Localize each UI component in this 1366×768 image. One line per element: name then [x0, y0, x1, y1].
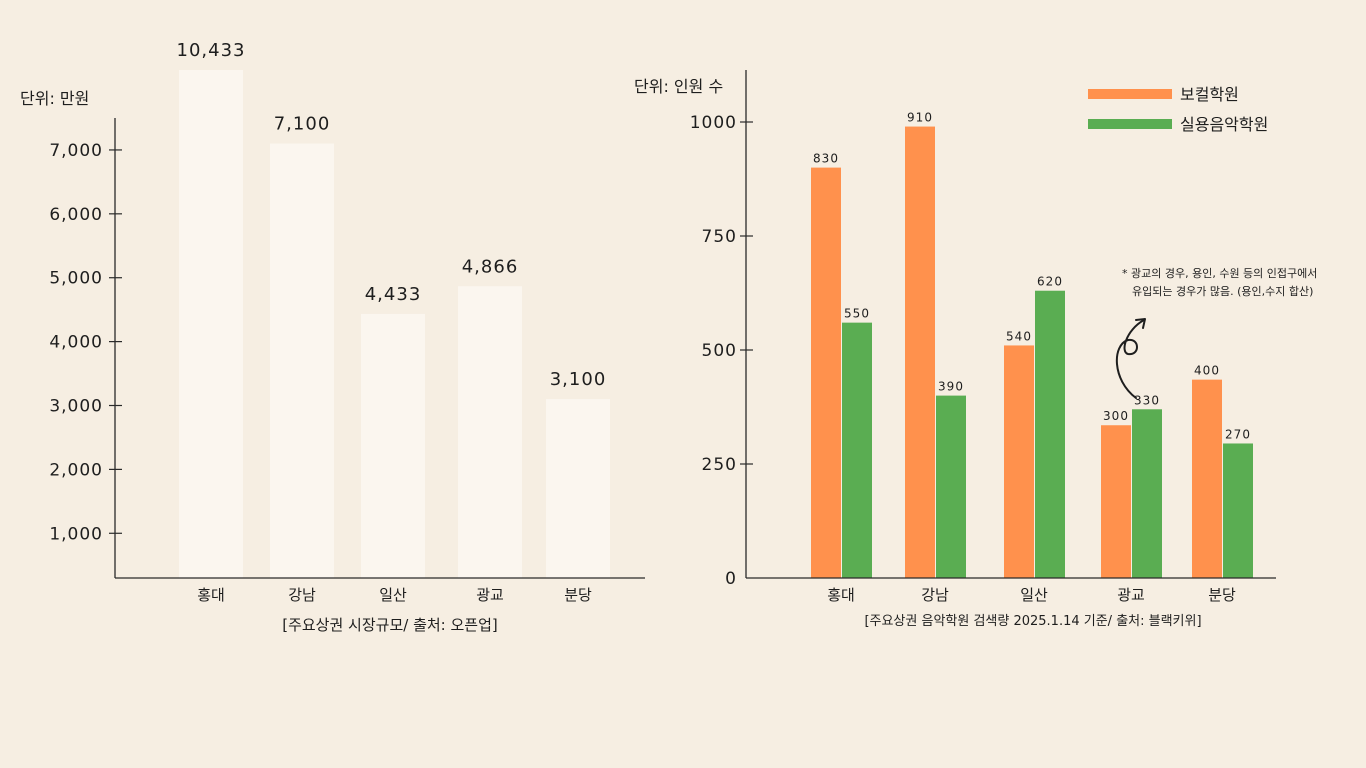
bar-보컬학원-홍대: [811, 167, 841, 578]
x-tick-label: 홍대: [827, 586, 855, 604]
bar-보컬학원-강남: [905, 126, 935, 578]
bar-실용음악학원-일산: [1035, 290, 1065, 578]
bar-보컬학원-일산: [1004, 345, 1034, 578]
y-tick-label: 1000: [690, 113, 737, 133]
bar-홍대: [179, 70, 243, 578]
legend-label-practical: 실용음악학원: [1180, 115, 1268, 134]
data-label: 550: [844, 307, 870, 321]
unit-label: 단위: 만원: [20, 89, 89, 108]
y-tick-label: 7,000: [49, 141, 103, 161]
bar-광교: [458, 286, 522, 578]
x-tick-label: 분당: [1208, 586, 1236, 604]
legend: 보컬학원 실용음악학원: [1088, 85, 1268, 134]
x-tick-label: 강남: [921, 586, 949, 604]
data-label: 910: [907, 111, 933, 125]
data-label: 7,100: [274, 114, 331, 135]
y-tick-label: 250: [702, 455, 737, 475]
data-label: 3,100: [550, 369, 607, 390]
chart-caption: [주요상권 음악학원 검색량 2025.1.14 기준/ 출처: 블랙키위]: [864, 614, 1201, 629]
data-label: 390: [938, 380, 964, 394]
data-label: 4,433: [365, 284, 422, 305]
bar-분당: [546, 399, 610, 578]
data-label: 400: [1194, 364, 1220, 378]
y-tick-label: 5,000: [49, 269, 103, 289]
bar-실용음악학원-분당: [1223, 443, 1253, 578]
data-label: 830: [813, 152, 839, 166]
bar-일산: [361, 313, 425, 578]
x-tick-label: 홍대: [197, 586, 225, 604]
data-label: 10,433: [177, 40, 246, 61]
annotation-arrow: [1115, 319, 1145, 399]
x-tick-label: 광교: [1117, 586, 1145, 604]
search-volume-chart: 단위: 인원 수 830910540300400550390620330270 …: [634, 70, 1317, 629]
data-label: 300: [1103, 409, 1129, 423]
bar-보컬학원-분당: [1192, 379, 1222, 578]
legend-label-vocal: 보컬학원: [1180, 85, 1239, 104]
chart-caption: [주요상권 시장규모/ 출처: 오픈업]: [282, 616, 498, 634]
y-tick-label: 2,000: [49, 460, 103, 480]
data-label: 620: [1037, 275, 1063, 289]
market-size-chart: 단위: 만원 10,433 7,100 4,433 4,866 3,100 1,000 2…: [20, 40, 645, 634]
bar-실용음악학원-강남: [936, 395, 966, 578]
annotation-line-1: * 광교의 경우, 용인, 수원 등의 인접구에서: [1122, 267, 1317, 280]
annotation-arrow-head: [1135, 318, 1146, 329]
y-tick-label: 750: [702, 227, 737, 247]
legend-swatch-vocal: [1088, 89, 1172, 99]
data-label: 4,866: [462, 256, 519, 277]
x-tick-label: 분당: [564, 586, 592, 604]
data-label: 540: [1006, 329, 1032, 343]
x-tick-label: 광교: [476, 586, 504, 604]
bar-강남: [270, 143, 334, 579]
x-tick-label: 강남: [288, 586, 316, 604]
annotation-line-2: 유입되는 경우가 많음. (용인,수지 합산): [1132, 285, 1313, 298]
y-tick-label: 500: [702, 341, 737, 361]
y-tick-label: 1,000: [49, 524, 103, 544]
y-tick-label: 0: [725, 569, 737, 589]
y-tick-label: 4,000: [49, 333, 103, 353]
data-label: 330: [1134, 393, 1160, 407]
bar-실용음악학원-광교: [1132, 409, 1162, 578]
y-tick-label: 6,000: [49, 205, 103, 225]
bar-실용음악학원-홍대: [842, 322, 872, 578]
bar-보컬학원-광교: [1101, 425, 1131, 578]
legend-swatch-practical: [1088, 119, 1172, 129]
x-tick-label: 일산: [379, 586, 407, 604]
data-label: 270: [1225, 427, 1251, 441]
x-tick-label: 일산: [1020, 586, 1048, 604]
y-tick-label: 3,000: [49, 397, 103, 417]
unit-label: 단위: 인원 수: [634, 77, 723, 96]
